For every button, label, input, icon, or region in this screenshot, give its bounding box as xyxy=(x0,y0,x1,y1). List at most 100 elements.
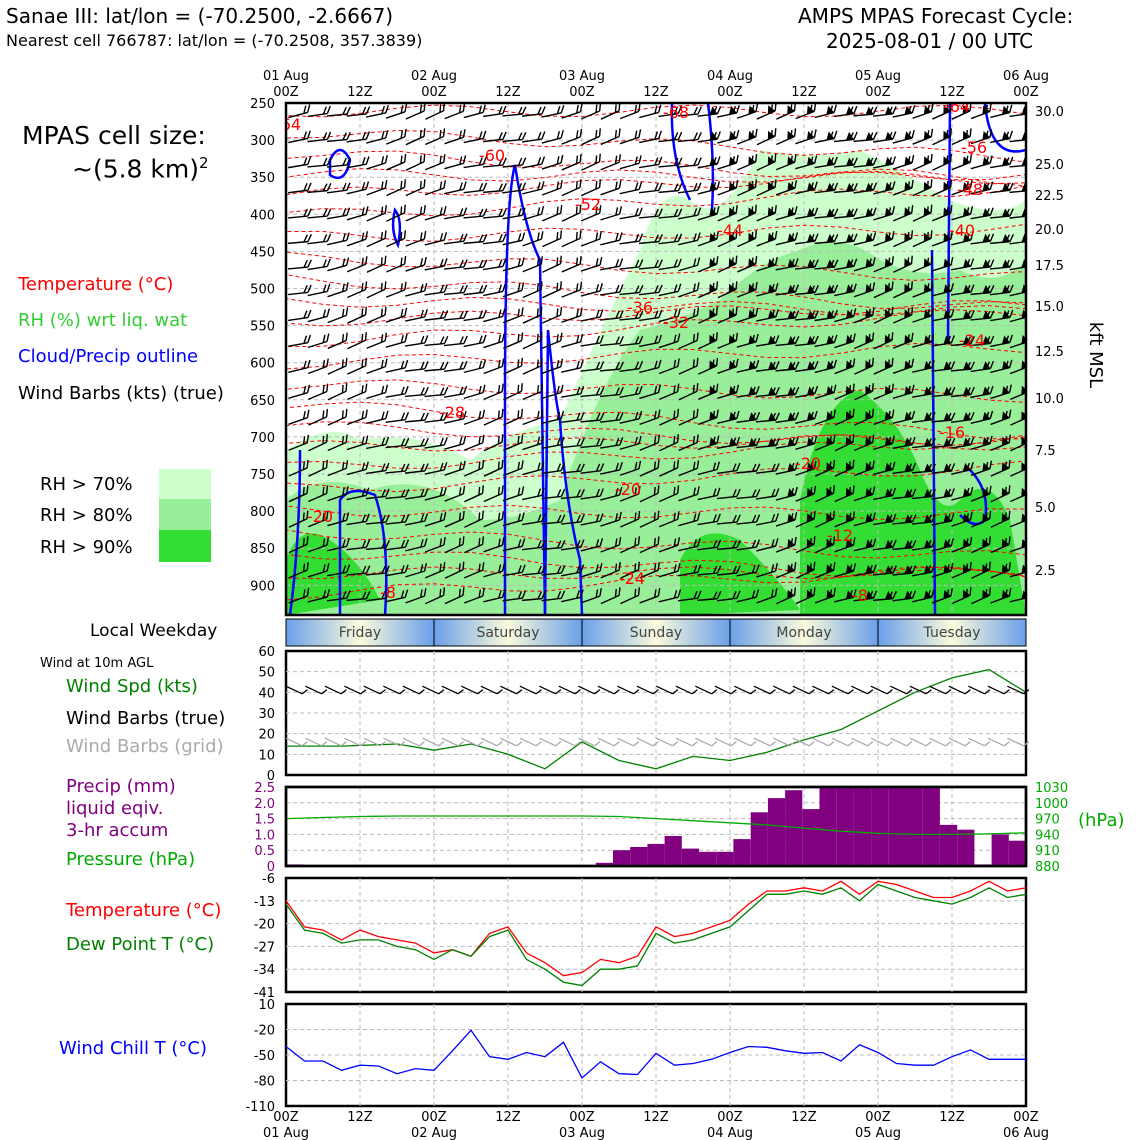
wind-barb-shaft xyxy=(795,110,815,120)
wind-barb xyxy=(288,384,311,400)
wind-barb xyxy=(404,361,429,372)
wind-barb xyxy=(561,153,582,171)
wind-barb-pennant xyxy=(767,232,776,242)
wind-barb-feather xyxy=(345,460,349,469)
wind-barb xyxy=(424,386,449,398)
wind-barb xyxy=(346,256,368,273)
wind-barb-pennant xyxy=(865,539,874,549)
wind-barb xyxy=(463,259,488,270)
wind-barb xyxy=(463,359,487,374)
wind-barb xyxy=(990,104,1013,119)
wind-barb xyxy=(677,590,702,602)
wind-barb xyxy=(989,182,1014,194)
wind-barb xyxy=(522,206,545,221)
wind-barb-feather xyxy=(677,183,683,191)
wind-barb xyxy=(833,208,858,219)
wind-barb-feather xyxy=(439,412,445,421)
wind-barb xyxy=(853,207,877,220)
wind-barb xyxy=(521,565,546,576)
weekday-label: Monday xyxy=(776,625,831,641)
wind-barb-pennant xyxy=(943,361,952,370)
wind-barb-feather xyxy=(1009,156,1014,165)
wind-barb xyxy=(327,512,350,527)
wind-barb xyxy=(522,306,543,324)
wind-barb xyxy=(795,435,818,450)
wind-barb xyxy=(971,561,991,579)
wind-barb-feather xyxy=(637,561,640,570)
top-date-label: 06 Aug xyxy=(1003,69,1049,84)
wind-barb-feather xyxy=(560,358,564,367)
wind-barb-pennant xyxy=(787,386,796,396)
wind-barb xyxy=(366,205,387,222)
wind-barb-shaft xyxy=(541,162,562,170)
wind-barb-feather xyxy=(477,689,484,695)
temperature-contour xyxy=(286,401,1026,440)
wind-barb-shaft xyxy=(502,214,523,220)
wind-barb-feather xyxy=(463,360,468,369)
wind-barb-true xyxy=(500,685,523,695)
wind-barb-feather xyxy=(423,153,426,162)
wind-barb-feather xyxy=(556,489,562,498)
wind-barb-feather xyxy=(307,334,312,343)
wind-barb-shaft xyxy=(366,263,386,273)
wind-barb xyxy=(542,255,562,273)
wind-barb-pennant xyxy=(923,283,932,293)
wind-barb-feather xyxy=(462,510,465,520)
wind-barb-shaft xyxy=(932,161,951,171)
wind-barb-shaft xyxy=(405,290,425,297)
wind-barb-feather xyxy=(930,255,933,265)
wind-barb-feather xyxy=(361,182,366,191)
wind-barb-feather xyxy=(989,259,995,268)
wind-barb xyxy=(405,205,426,222)
wind-barb-shaft xyxy=(519,685,537,695)
wind-barb xyxy=(892,384,915,399)
wind-barb-feather xyxy=(576,489,581,498)
wind-barb-pennant xyxy=(943,539,952,549)
wind-barb-feather xyxy=(950,205,953,214)
wind-barb-pennant xyxy=(767,207,776,217)
temperature-label: -44 xyxy=(717,221,743,240)
wind-barb xyxy=(522,156,546,169)
kft-tick-label: 5.0 xyxy=(1035,501,1056,516)
wind-barb xyxy=(912,281,934,298)
wind-barb-feather xyxy=(774,230,778,240)
wind-barb-shaft xyxy=(327,416,347,426)
wind-barb xyxy=(990,434,1011,451)
wind-barb-feather xyxy=(911,410,916,419)
wind-barb-pennant xyxy=(923,412,932,421)
wind-barb xyxy=(502,512,525,527)
wind-barb-feather xyxy=(794,386,800,395)
wind-barb-shaft xyxy=(288,137,308,144)
wind-barb-feather xyxy=(498,208,503,217)
wind-barb-feather xyxy=(634,386,639,395)
wind-barb-feather xyxy=(652,741,659,747)
wind-barb xyxy=(424,486,447,501)
precip-bar xyxy=(750,812,768,866)
wind-barb-feather xyxy=(560,540,566,548)
precip-bar xyxy=(905,787,923,866)
wind-barb-shaft xyxy=(522,288,542,299)
wind-barb-feather xyxy=(326,511,329,520)
wind-barb-feather xyxy=(303,157,308,166)
wind-barb-feather xyxy=(342,208,347,217)
wind-barb xyxy=(873,231,895,247)
wind-barb-pennant xyxy=(904,131,913,140)
wind-barb-feather xyxy=(443,284,448,293)
nearest-cell-title: Nearest cell 766787: lat/lon = (-70.2508… xyxy=(6,31,423,50)
precip-bar xyxy=(836,787,854,866)
wind-barb-pennant xyxy=(865,565,874,574)
wind-barb-feather xyxy=(774,128,777,137)
wind-barb xyxy=(561,385,585,398)
wind-barb-feather xyxy=(423,588,427,597)
wind-barb xyxy=(776,587,797,605)
wind-barb xyxy=(502,307,524,324)
wind-barb xyxy=(619,385,643,398)
wind-barb xyxy=(639,536,660,554)
wind-barb-shaft xyxy=(288,341,308,348)
wind-barb xyxy=(658,208,683,219)
wind-barb-feather xyxy=(871,408,875,417)
wind-tick-label: 50 xyxy=(258,666,275,681)
wind-barb-feather xyxy=(303,360,307,369)
wind-barb-feather xyxy=(306,536,309,545)
windchill-line xyxy=(285,1029,1026,1080)
